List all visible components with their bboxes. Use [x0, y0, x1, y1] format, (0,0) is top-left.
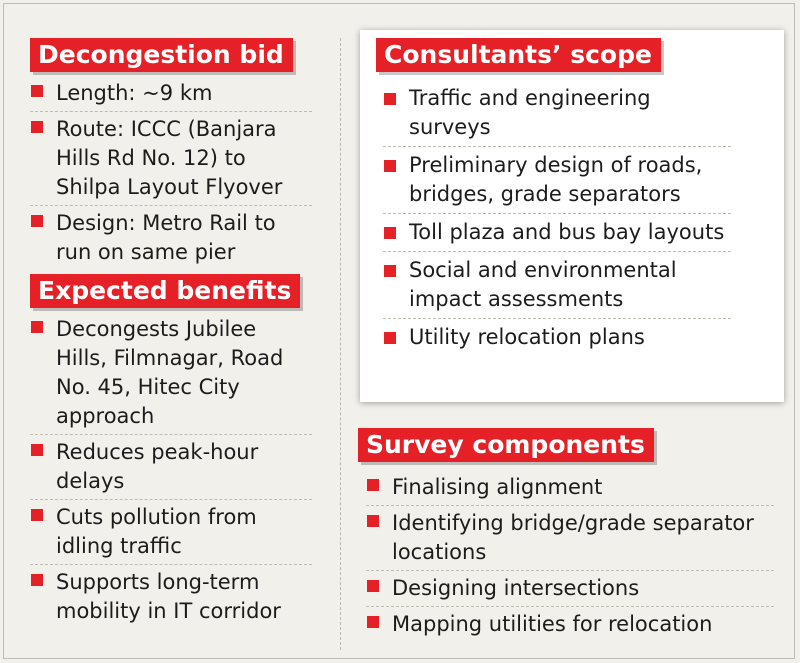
- list-item: Social and environmental impact assessme…: [383, 256, 731, 319]
- list-item: Mapping utilities for relocation: [366, 607, 774, 642]
- benefits-section: Expected benefits Decongests Jubilee Hil…: [30, 274, 312, 629]
- list-item: Finalising alignment: [366, 470, 774, 506]
- survey-list: Finalising alignment Identifying bridge/…: [366, 470, 774, 642]
- list-item: Preliminary design of roads, bridges, gr…: [383, 151, 731, 214]
- consultants-list: Traffic and engineering surveys Prelimin…: [383, 84, 731, 360]
- list-item: Decongests Jubilee Hills, Filmnagar, Roa…: [30, 312, 312, 435]
- bullet-square-icon: [367, 515, 379, 527]
- benefits-heading: Expected benefits: [30, 274, 301, 308]
- bullet-square-icon: [367, 580, 379, 592]
- list-item-text: Toll plaza and bus bay layouts: [409, 220, 725, 244]
- list-item-text: Mapping utilities for relocation: [392, 612, 713, 636]
- list-item-text: Utility relocation plans: [409, 325, 645, 349]
- list-item-text: Designing intersections: [392, 576, 640, 600]
- consultants-heading: Consultants’ scope: [376, 38, 661, 72]
- list-item-text: Identifying bridge/grade separator locat…: [392, 511, 754, 564]
- infographic-frame: [3, 3, 795, 659]
- consultants-scope-card: Consultants’ scope Traffic and engineeri…: [360, 30, 784, 402]
- bullet-square-icon: [384, 227, 396, 239]
- list-item: Designing intersections: [366, 571, 774, 607]
- bullet-square-icon: [367, 479, 379, 491]
- left-column: Decongestion bid Length: ~9 km Route: IC…: [30, 38, 312, 629]
- bullet-square-icon: [31, 85, 43, 97]
- bullet-square-icon: [367, 616, 379, 628]
- decongestion-list: Length: ~9 km Route: ICCC (Banjara Hills…: [30, 76, 312, 270]
- list-item-text: Reduces peak-hour delays: [56, 440, 259, 493]
- bullet-square-icon: [31, 215, 43, 227]
- list-item-text: Preliminary design of roads, bridges, gr…: [409, 153, 703, 206]
- list-item-text: Cuts pollution from idling traffic: [56, 505, 257, 558]
- bullet-square-icon: [384, 160, 396, 172]
- list-item: Traffic and engineering surveys: [383, 84, 731, 147]
- list-item-text: Decongests Jubilee Hills, Filmnagar, Roa…: [56, 317, 284, 428]
- list-item-text: Social and environmental impact assessme…: [409, 258, 677, 311]
- bullet-square-icon: [384, 265, 396, 277]
- list-item: Route: ICCC (Banjara Hills Rd No. 12) to…: [30, 112, 312, 206]
- list-item: Toll plaza and bus bay layouts: [383, 218, 731, 252]
- list-item: Cuts pollution from idling traffic: [30, 500, 312, 565]
- decongestion-section: Decongestion bid Length: ~9 km Route: IC…: [30, 38, 312, 270]
- list-item: Reduces peak-hour delays: [30, 435, 312, 500]
- survey-heading: Survey components: [358, 428, 654, 462]
- survey-section: Survey components Finalising alignment I…: [358, 428, 774, 642]
- list-item-text: Traffic and engineering surveys: [409, 86, 651, 139]
- bullet-square-icon: [31, 121, 43, 133]
- list-item: Length: ~9 km: [30, 76, 312, 112]
- benefits-list: Decongests Jubilee Hills, Filmnagar, Roa…: [30, 312, 312, 629]
- list-item: Design: Metro Rail to run on same pier: [30, 206, 312, 270]
- list-item-text: Length: ~9 km: [56, 81, 213, 105]
- bullet-square-icon: [31, 444, 43, 456]
- list-item-text: Finalising alignment: [392, 475, 603, 499]
- list-item: Identifying bridge/grade separator locat…: [366, 506, 774, 571]
- bullet-square-icon: [31, 509, 43, 521]
- list-item-text: Supports long-term mobility in IT corrid…: [56, 570, 281, 623]
- bullet-square-icon: [384, 332, 396, 344]
- column-divider: [340, 38, 341, 650]
- list-item-text: Route: ICCC (Banjara Hills Rd No. 12) to…: [56, 117, 283, 199]
- bullet-square-icon: [31, 574, 43, 586]
- bullet-square-icon: [31, 321, 43, 333]
- list-item: Supports long-term mobility in IT corrid…: [30, 565, 312, 629]
- bullet-square-icon: [384, 93, 396, 105]
- list-item: Utility relocation plans: [383, 323, 731, 356]
- decongestion-heading: Decongestion bid: [30, 38, 293, 72]
- list-item-text: Design: Metro Rail to run on same pier: [56, 211, 276, 264]
